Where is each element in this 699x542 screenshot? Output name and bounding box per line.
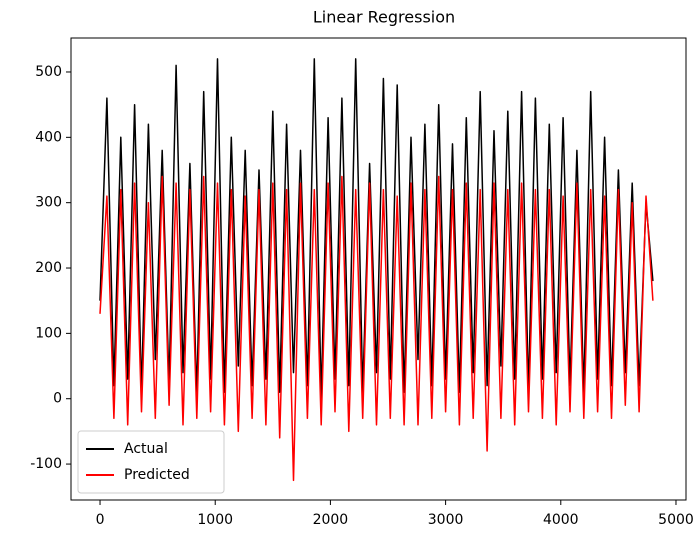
y-tick-label: -100: [30, 456, 62, 472]
legend-label: Actual: [124, 441, 168, 457]
x-tick-label: 5000: [658, 512, 694, 528]
y-tick-label: 300: [35, 195, 62, 211]
axes-frame: [70, 37, 687, 501]
x-tick-label: 1000: [197, 512, 233, 528]
series-line: [99, 58, 654, 400]
x-tick-label: 0: [96, 512, 105, 528]
series-line: [99, 175, 654, 482]
y-tick-label: 500: [35, 64, 62, 80]
x-tick-label: 4000: [543, 512, 579, 528]
x-tick-label: 3000: [428, 512, 464, 528]
legend-box: [77, 430, 225, 494]
y-tick-label: 200: [35, 260, 62, 276]
y-tick-label: 0: [53, 391, 62, 407]
chart-title: Linear Regression: [313, 8, 455, 27]
y-tick-label: 100: [35, 325, 62, 341]
y-tick-label: 400: [35, 129, 62, 145]
plot-area: [99, 58, 654, 482]
x-tick-label: 2000: [313, 512, 349, 528]
legend-label: Predicted: [124, 467, 190, 483]
